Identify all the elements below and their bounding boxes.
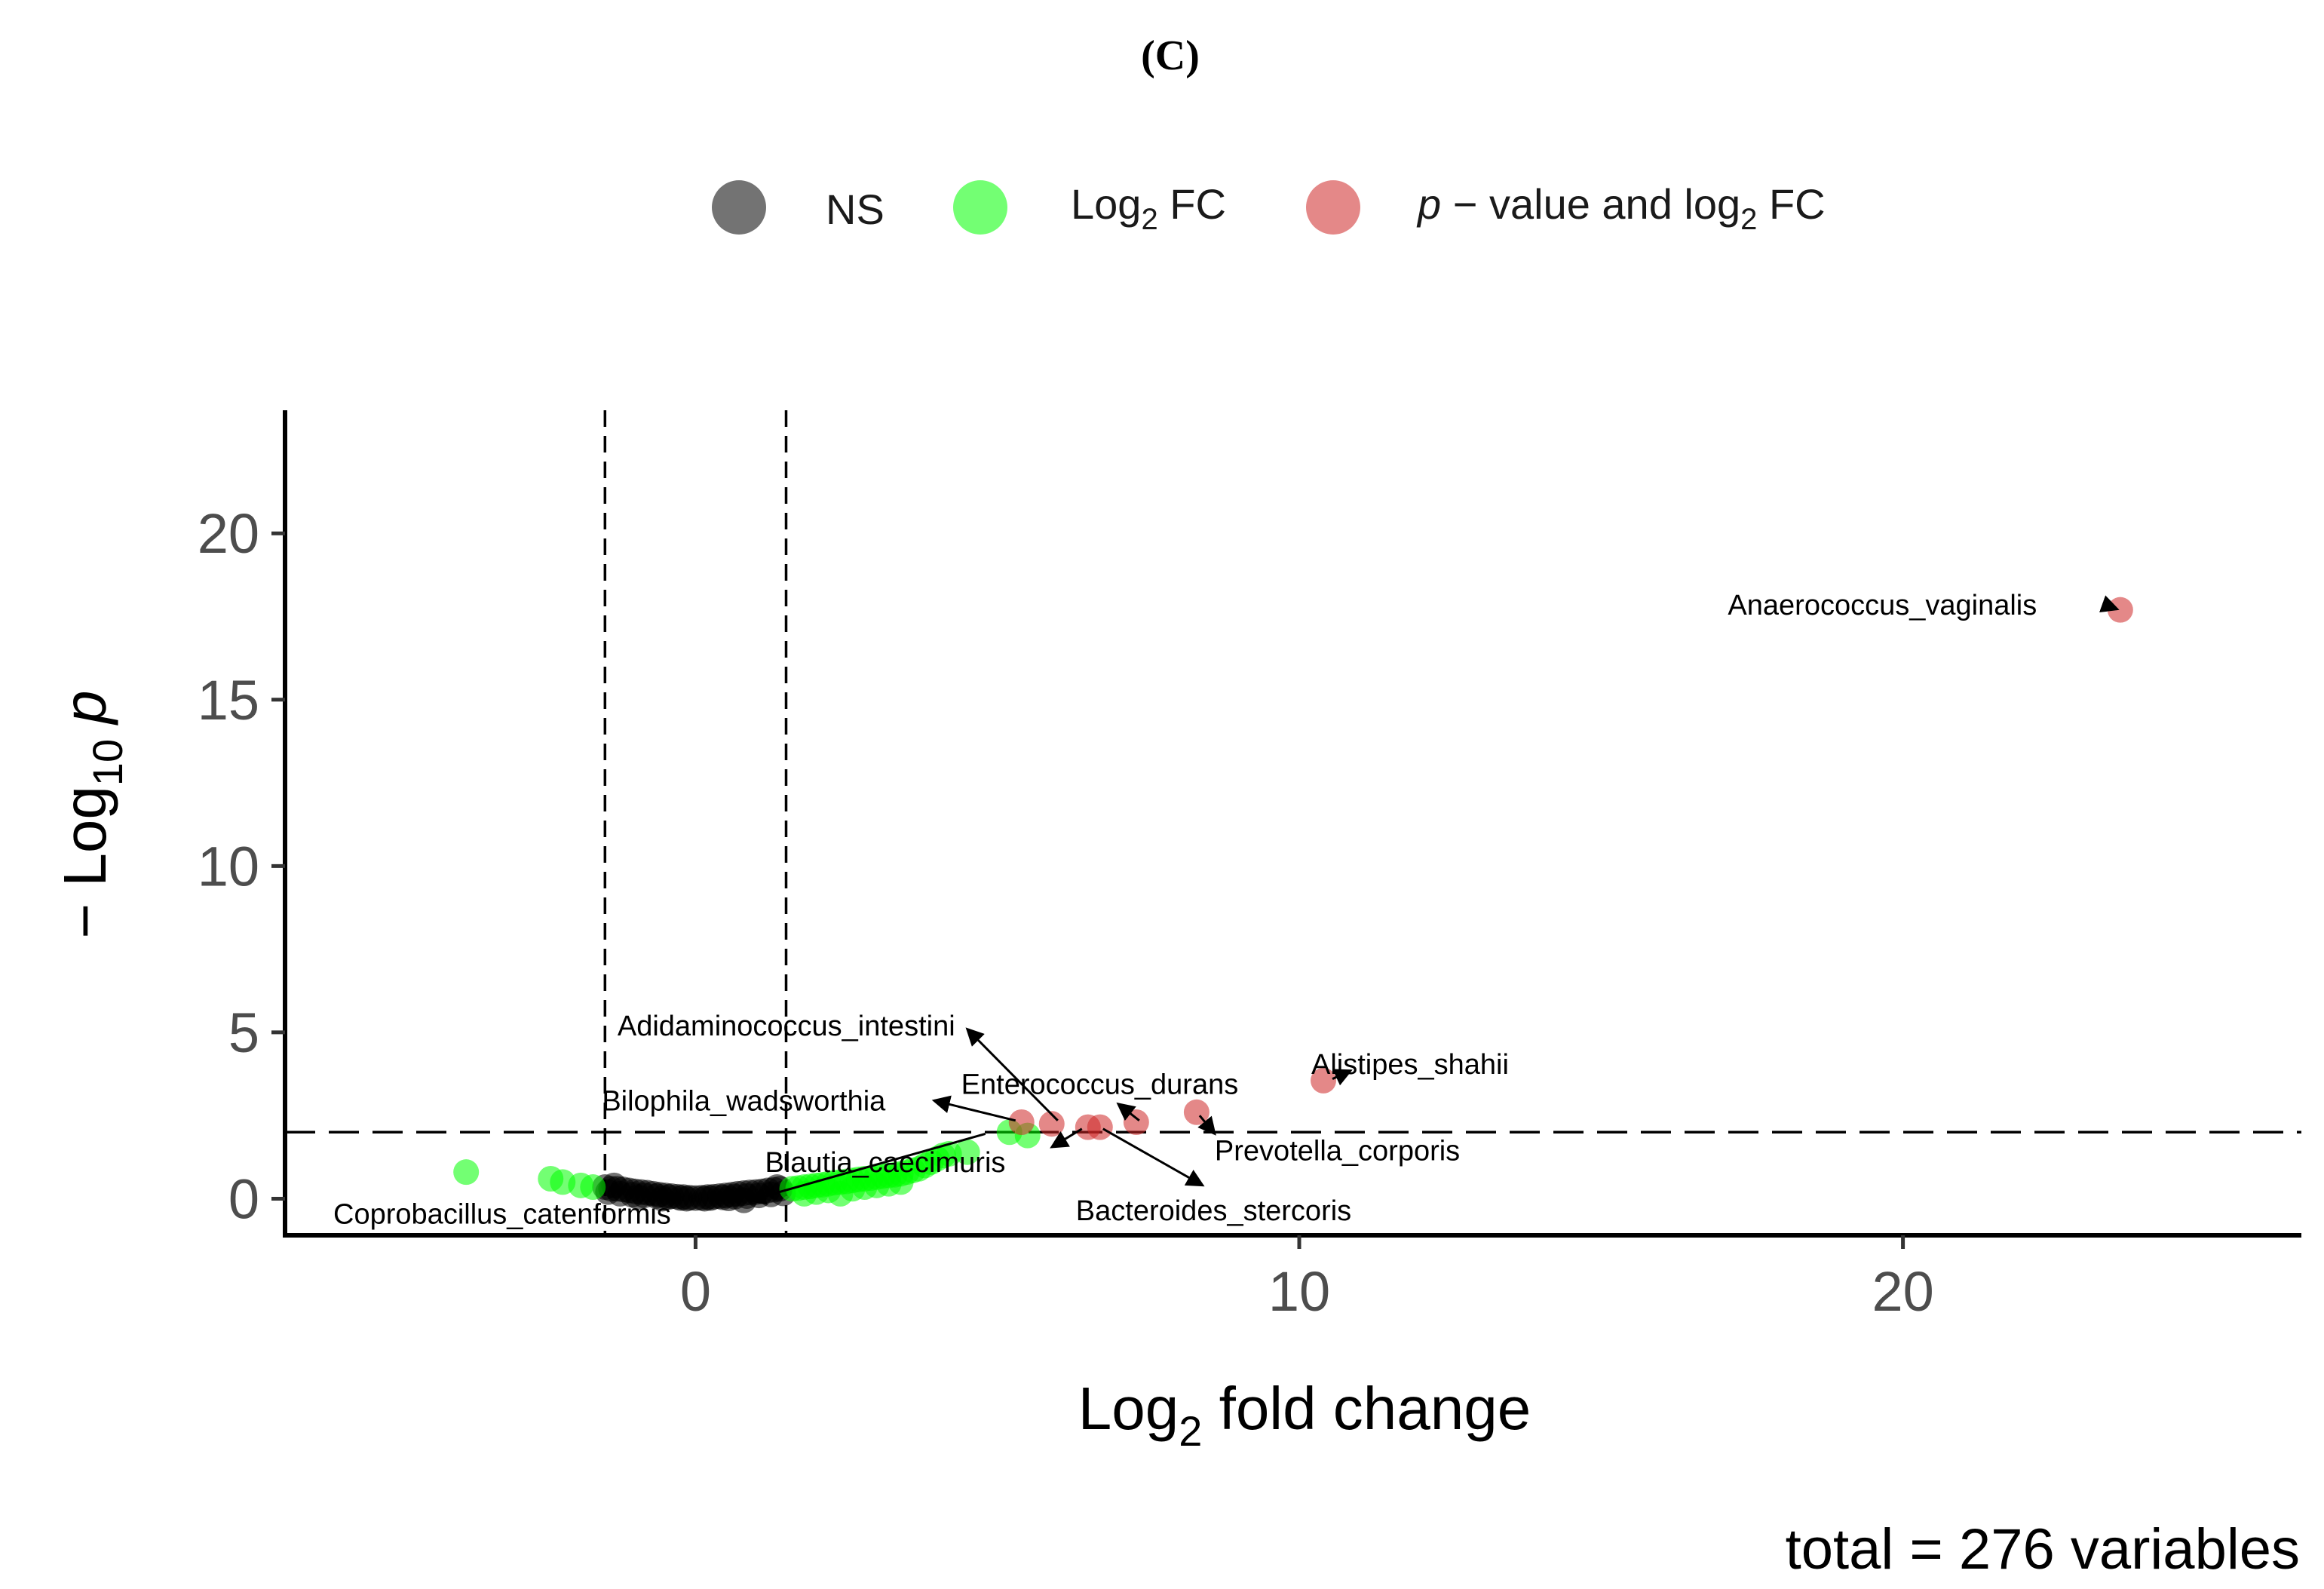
annotation-label: Coprobacillus_catenformis: [333, 1198, 671, 1230]
ns-point: [625, 1184, 652, 1210]
annotation-arrow: [1332, 1069, 1353, 1086]
significant-point: [1311, 1067, 1337, 1094]
annotation-label: Bacteroides_stercoris: [1076, 1195, 1351, 1227]
annotation-arrow: [1050, 1127, 1083, 1149]
ns-point: [673, 1186, 700, 1212]
legend-fc-marker: [953, 180, 1007, 235]
x-tick-label: 0: [680, 1260, 711, 1323]
y-axis-title: − Log10p: [51, 690, 131, 938]
annotation-label: Prevotella_corporis: [1215, 1136, 1460, 1167]
significant-point: [1087, 1114, 1113, 1140]
legend-ns-marker: [712, 180, 766, 235]
x-ticks: 0 10 20: [680, 1235, 1934, 1323]
x-tick-label: 20: [1872, 1260, 1933, 1323]
significant-point: [1123, 1109, 1149, 1136]
annotation-label: Bilophila_wadsworthia: [602, 1085, 886, 1117]
annotation-arrow: [931, 1095, 1016, 1122]
legend: NS Log2 FC p − value and log2 FC: [712, 180, 1826, 236]
x-tick-label: 10: [1268, 1260, 1330, 1323]
annotation-arrow: [2099, 595, 2120, 613]
annotation-label: Adidaminococcus_intestini: [618, 1011, 955, 1042]
significant-point: [1038, 1111, 1065, 1137]
fc-point: [580, 1174, 606, 1201]
significant-point: [2107, 597, 2133, 623]
annotation-label: Anaerococcus_vaginalis: [1728, 590, 2037, 621]
legend-sig-marker: [1306, 180, 1360, 235]
fc-point: [888, 1169, 914, 1195]
point-annotations: Anaerococcus_vaginalis Alistipes_shahii Ad…: [333, 590, 2120, 1230]
annotation-arrow: [965, 1027, 1059, 1121]
ns-point: [691, 1186, 718, 1212]
y-tick-label: 0: [228, 1167, 259, 1230]
annotation-arrow: [747, 1133, 986, 1205]
annotation-arrow: [1116, 1102, 1140, 1121]
legend-ns-label: NS: [826, 186, 885, 233]
ns-point: [601, 1172, 627, 1198]
annotation-arrow: [1197, 1115, 1216, 1136]
significant-points: [1008, 597, 2133, 1140]
legend-fc-label: Log2 FC: [1071, 180, 1226, 236]
y-ticks: 0 5 10 15 20: [198, 502, 285, 1230]
annotation-label: Alistipes_shahii: [1311, 1049, 1509, 1081]
panel-label: (C): [1141, 32, 1200, 79]
fc-points: [453, 1119, 1041, 1207]
y-tick-label: 15: [198, 669, 259, 732]
annotation-label: Enterococcus_durans: [961, 1069, 1239, 1100]
y-tick-label: 5: [228, 1002, 259, 1064]
significant-point: [1008, 1109, 1035, 1136]
fc-point: [954, 1139, 980, 1165]
annotation-arrow: [1102, 1127, 1205, 1187]
ns-point: [649, 1186, 676, 1212]
y-tick-label: 20: [198, 502, 259, 565]
legend-sig-label: p − value and log2 FC: [1416, 180, 1826, 236]
x-axis-title: Log2 fold change: [1078, 1375, 1531, 1455]
fc-point: [453, 1159, 480, 1186]
y-tick-label: 10: [198, 835, 259, 897]
caption: total = 276 variables: [1786, 1517, 2300, 1581]
